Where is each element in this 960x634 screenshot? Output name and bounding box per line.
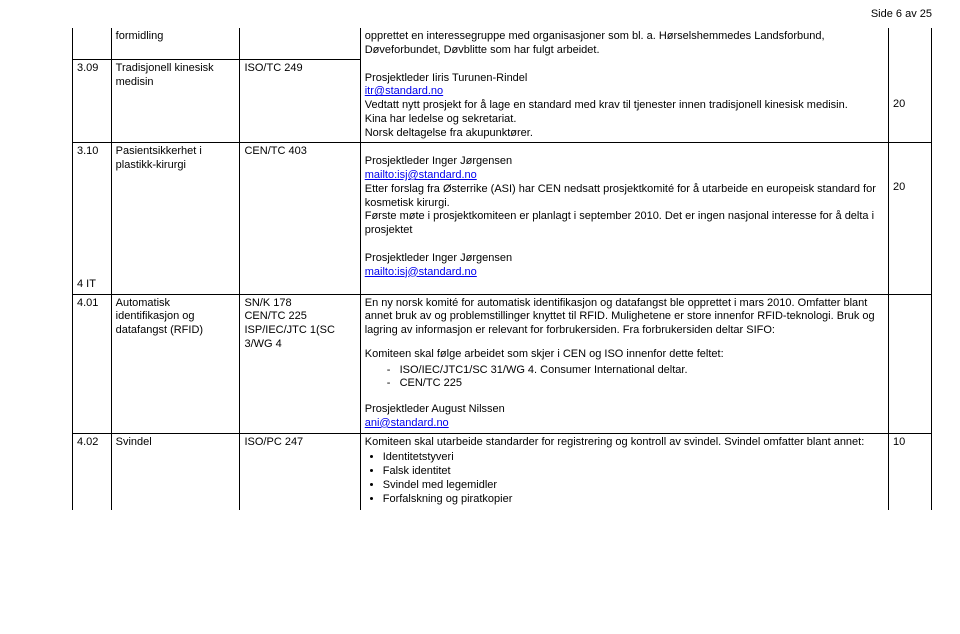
cell-name: Pasientsikkerhet i plastikk-kirurgi <box>111 143 240 240</box>
email-link[interactable]: ani@standard.no <box>365 417 449 429</box>
cell-desc: Prosjektleder Inger Jørgensen mailto:isj… <box>360 143 888 240</box>
leader: Prosjektleder Iiris Turunen-Rindel <box>365 72 884 86</box>
page-content: formidling opprettet en interessegruppe … <box>0 0 960 510</box>
email-link[interactable]: mailto:isj@standard.no <box>365 169 477 181</box>
table-row: 3.10 Pasientsikkerhet i plastikk-kirurgi… <box>73 143 932 240</box>
cell-code: ISO/TC 249 <box>240 60 360 143</box>
leader: Prosjektleder Inger Jørgensen <box>365 252 884 266</box>
table-row: 4 IT Prosjektleder Inger Jørgensen mailt… <box>73 240 932 294</box>
cell-id: 3.10 <box>73 143 112 240</box>
cell-id: 4.01 <box>73 294 112 433</box>
cell-code: ISO/PC 247 <box>240 433 360 510</box>
leader: Prosjektleder August Nilssen <box>365 403 884 417</box>
cell-code: SN/K 178 CEN/TC 225 ISP/IEC/JTC 1(SC 3/W… <box>240 294 360 433</box>
cell-id: 3.09 <box>73 60 112 143</box>
cell-name: formidling <box>111 28 240 60</box>
leader: Prosjektleder Inger Jørgensen <box>365 155 884 169</box>
email-link[interactable]: itr@standard.no <box>365 85 443 97</box>
table-row: 4.01 Automatisk identifikasjon og datafa… <box>73 294 932 433</box>
data-table: formidling opprettet en interessegruppe … <box>72 28 932 510</box>
cell-desc: En ny norsk komité for automatisk identi… <box>360 294 888 433</box>
table-row: formidling opprettet en interessegruppe … <box>73 28 932 60</box>
cell-desc: Prosjektleder Iiris Turunen-Rindel itr@s… <box>360 60 888 143</box>
cell-num: 20 <box>889 60 932 143</box>
table-row: 3.09 Tradisjonell kinesisk medisin ISO/T… <box>73 60 932 143</box>
cell-name: Tradisjonell kinesisk medisin <box>111 60 240 143</box>
email-link[interactable]: mailto:isj@standard.no <box>365 266 477 278</box>
cell-name: Svindel <box>111 433 240 510</box>
cell-num: 20 <box>889 143 932 240</box>
section-heading: 4 IT <box>73 240 112 294</box>
cell-desc: Prosjektleder Inger Jørgensen mailto:isj… <box>360 240 888 294</box>
cell-code: CEN/TC 403 <box>240 143 360 240</box>
dash-list: - ISO/IEC/JTC1/SC 31/WG 4. Consumer Inte… <box>387 364 884 392</box>
cell-id: 4.02 <box>73 433 112 510</box>
page-number: Side 6 av 25 <box>871 8 932 20</box>
desc-body: Etter forslag fra Østerrike (ASI) har CE… <box>365 183 884 238</box>
cell-desc: Komiteen skal utarbeide standarder for r… <box>360 433 888 510</box>
cell-num: 10 <box>889 433 932 510</box>
cell-name: Automatisk identifikasjon og datafangst … <box>111 294 240 433</box>
bullet-list: Identitetstyveri Falsk identitet Svindel… <box>383 451 884 506</box>
desc-body: Vedtatt nytt prosjekt for å lage en stan… <box>365 99 884 140</box>
cell-desc: opprettet en interessegruppe med organis… <box>360 28 888 60</box>
table-row: 4.02 Svindel ISO/PC 247 Komiteen skal ut… <box>73 433 932 510</box>
